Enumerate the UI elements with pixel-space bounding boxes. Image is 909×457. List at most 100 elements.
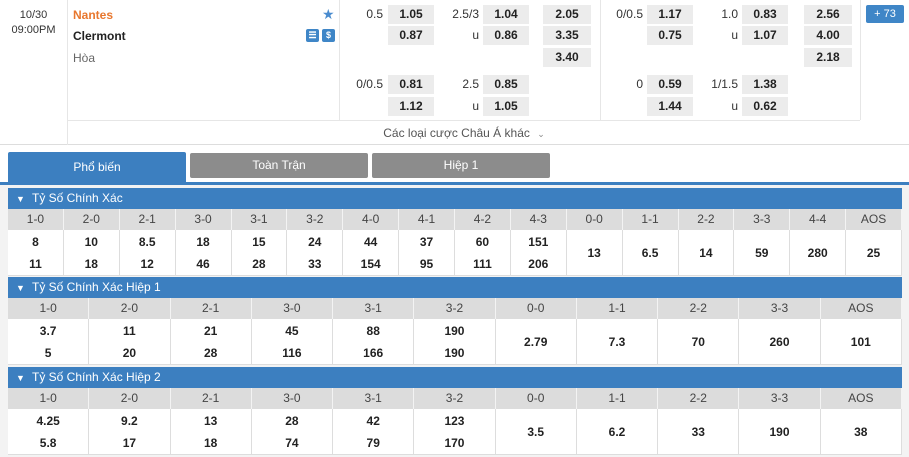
away-score-odds[interactable]: 18 — [203, 436, 218, 450]
odds-cell[interactable]: 1.05 — [388, 5, 434, 24]
away-score-odds[interactable]: 111 — [473, 257, 492, 271]
odds-cell[interactable]: 1.44 — [647, 97, 693, 116]
away-score-odds[interactable]: 28 — [203, 346, 218, 360]
home-score-odds[interactable]: 18 — [196, 235, 210, 249]
score-odds[interactable]: 59 — [755, 246, 769, 260]
score-odds[interactable]: 2.79 — [524, 335, 548, 349]
home-score-odds[interactable]: 4.25 — [36, 414, 60, 428]
away-score-odds[interactable]: 20 — [122, 346, 137, 360]
away-score-odds[interactable]: 190 — [444, 346, 465, 360]
odds-cell[interactable]: 3.40 — [543, 48, 591, 67]
home-score-odds[interactable]: 45 — [285, 324, 299, 338]
away-score-odds[interactable]: 116 — [282, 346, 302, 360]
tab-first-half[interactable]: Hiệp 1 — [372, 153, 550, 178]
away-score-odds[interactable]: 170 — [444, 436, 465, 450]
away-score-odds[interactable]: 12 — [140, 257, 154, 271]
chevron-down-icon: ⌄ — [537, 129, 545, 139]
home-score-odds[interactable]: 13 — [203, 414, 218, 428]
score-odds[interactable]: 38 — [854, 425, 868, 439]
odds-cell[interactable]: 1.07 — [742, 26, 788, 45]
odds-cell[interactable]: 0.86 — [483, 26, 529, 45]
score-odds[interactable]: 13 — [587, 246, 601, 260]
away-score-odds[interactable]: 74 — [285, 436, 299, 450]
odds-cell[interactable]: 1.05 — [483, 97, 529, 116]
odds-cell[interactable]: 4.00 — [804, 26, 852, 45]
home-score-odds[interactable]: 21 — [203, 324, 218, 338]
score-odds[interactable]: 33 — [691, 425, 705, 439]
home-score-odds[interactable]: 3.7 — [39, 324, 57, 338]
score-odds[interactable]: 3.5 — [527, 425, 545, 439]
odds-cell[interactable]: 1.12 — [388, 97, 434, 116]
home-team[interactable]: Nantes — [73, 8, 114, 22]
odds-cell[interactable]: 0.81 — [388, 75, 434, 94]
away-score-odds[interactable]: 206 — [528, 257, 549, 271]
away-score-odds[interactable]: 28 — [252, 257, 266, 271]
odds-cell[interactable]: 0.75 — [647, 26, 693, 45]
odds-cell[interactable]: 2.18 — [804, 48, 852, 67]
tab-full-match[interactable]: Toàn Trận — [190, 153, 368, 178]
section-title[interactable]: ▼ Tỷ Số Chính Xác — [8, 188, 902, 209]
home-score-odds[interactable]: 15 — [252, 235, 266, 249]
home-score-odds[interactable]: 123 — [444, 414, 465, 428]
score-odds[interactable]: 101 — [850, 335, 871, 349]
under-label: u — [472, 28, 479, 42]
home-score-odds[interactable]: 88 — [366, 324, 380, 338]
favorite-star-icon[interactable]: ★ — [322, 6, 335, 22]
odds-cell[interactable]: 2.56 — [804, 5, 852, 24]
more-markets-button[interactable]: + 73 — [866, 5, 904, 23]
away-score-odds[interactable]: 5 — [44, 346, 52, 360]
home-score-odds[interactable]: 37 — [419, 235, 434, 249]
away-score-odds[interactable]: 5.8 — [39, 436, 57, 450]
home-score-odds[interactable]: 44 — [364, 235, 378, 249]
odds-cell[interactable]: 1.38 — [742, 75, 788, 94]
home-score-odds[interactable]: 190 — [444, 324, 465, 338]
score-odds[interactable]: 25 — [866, 246, 881, 260]
away-score-odds[interactable]: 17 — [122, 436, 137, 450]
home-score-odds[interactable]: 8.5 — [138, 235, 156, 249]
home-score-odds[interactable]: 10 — [84, 235, 98, 249]
home-score-odds[interactable]: 60 — [475, 235, 490, 249]
away-score-odds[interactable]: 46 — [196, 257, 210, 271]
score-header: 3-2 — [287, 209, 344, 230]
score-odds[interactable]: 70 — [691, 335, 705, 349]
odds-cell[interactable]: 0.59 — [647, 75, 693, 94]
score-odds[interactable]: 7.3 — [608, 335, 626, 349]
score-odds[interactable]: 6.5 — [641, 246, 659, 260]
score-odds[interactable]: 260 — [769, 335, 790, 349]
away-score-odds[interactable]: 95 — [419, 257, 434, 271]
away-score-odds[interactable]: 154 — [360, 257, 381, 271]
odds-cell[interactable]: 3.35 — [543, 26, 591, 45]
odds-cell[interactable]: 0.62 — [742, 97, 788, 116]
odds-cell[interactable]: 0.83 — [742, 5, 788, 24]
home-score-odds[interactable]: 8 — [32, 235, 39, 249]
stats-icon[interactable]: ☰ — [306, 29, 319, 42]
score-odds-cell: 21 28 — [171, 319, 252, 364]
odds-cell[interactable]: 0.85 — [483, 75, 529, 94]
score-odds[interactable]: 190 — [769, 425, 790, 439]
away-score-odds[interactable]: 33 — [308, 257, 322, 271]
odds-cell[interactable]: 1.17 — [647, 5, 693, 24]
home-score-odds[interactable]: 9.2 — [121, 414, 138, 428]
away-team[interactable]: Clermont — [73, 29, 126, 43]
home-score-odds[interactable]: 28 — [285, 414, 299, 428]
away-score-odds[interactable]: 166 — [363, 346, 384, 360]
score-odds[interactable]: 280 — [807, 246, 828, 260]
home-score-odds[interactable]: 151 — [528, 235, 549, 249]
score-odds[interactable]: 6.2 — [608, 425, 626, 439]
score-odds[interactable]: 14 — [699, 246, 713, 260]
more-asian-bets-link[interactable]: Các loại cược Châu Á khác ⌄ — [68, 120, 860, 145]
away-score-odds[interactable]: 11 — [29, 257, 42, 271]
home-score-odds[interactable]: 11 — [123, 324, 136, 338]
away-score-odds[interactable]: 79 — [366, 436, 380, 450]
home-score-odds[interactable]: 42 — [366, 414, 380, 428]
odds-cell[interactable]: 2.05 — [543, 5, 591, 24]
section-title[interactable]: ▼ Tỷ Số Chính Xác Hiệp 1 — [8, 277, 902, 298]
home-score-odds[interactable]: 24 — [308, 235, 322, 249]
score-odds-cell: 28 74 — [252, 409, 334, 454]
odds-cell[interactable]: 1.04 — [483, 5, 529, 24]
dollar-icon[interactable]: $ — [322, 29, 335, 42]
odds-cell[interactable]: 0.87 — [388, 26, 434, 45]
away-score-odds[interactable]: 18 — [84, 257, 98, 271]
section-title[interactable]: ▼ Tỷ Số Chính Xác Hiệp 2 — [8, 367, 902, 388]
tab-popular[interactable]: Phổ biến — [8, 152, 186, 182]
